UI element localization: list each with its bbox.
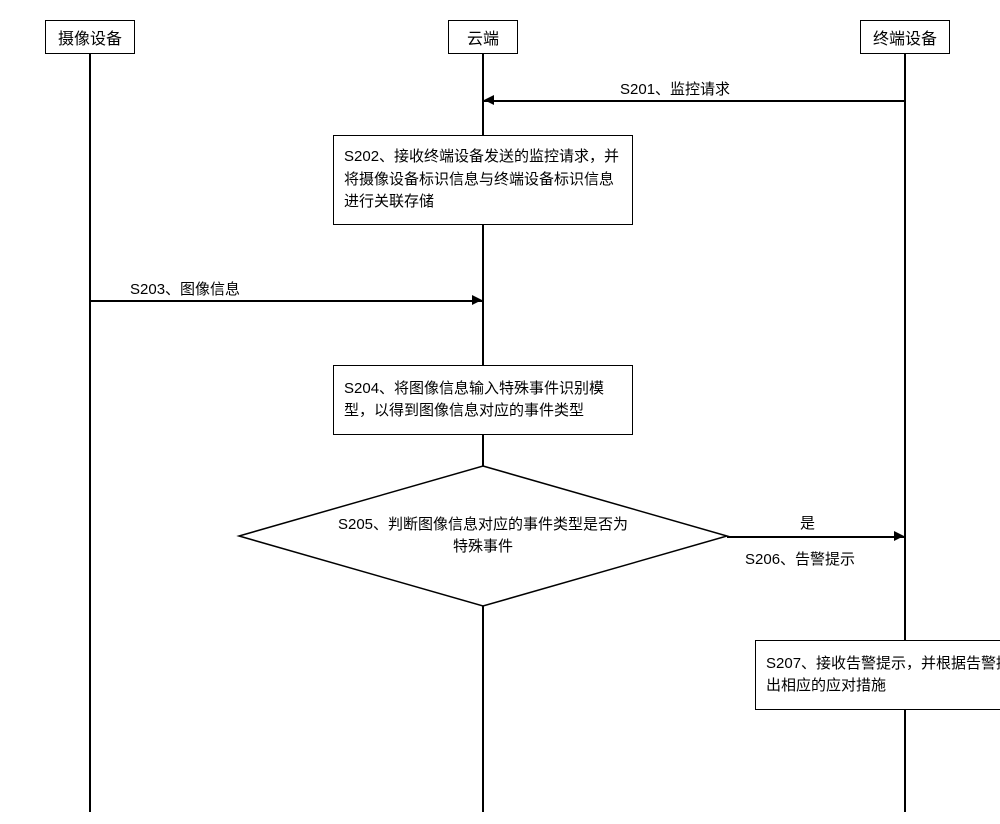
msg-s201-line: [484, 100, 904, 102]
msg-s203-label: S203、图像信息: [130, 278, 240, 299]
process-s202-text: S202、接收终端设备发送的监控请求，并将摄像设备标识信息与终端设备标识信息进行…: [344, 146, 622, 214]
process-s204: S204、将图像信息输入特殊事件识别模型，以得到图像信息对应的事件类型: [333, 365, 633, 435]
msg-s201-label: S201、监控请求: [620, 78, 730, 99]
process-s204-text: S204、将图像信息输入特殊事件识别模型，以得到图像信息对应的事件类型: [344, 378, 622, 423]
participant-camera: 摄像设备: [45, 20, 135, 54]
msg-s206-yes-label: 是: [800, 512, 815, 533]
msg-s206-arrow: [894, 531, 904, 541]
process-s207: S207、接收告警提示，并根据告警提示做出相应的应对措施: [755, 640, 1000, 710]
participant-terminal: 终端设备: [860, 20, 950, 54]
participant-camera-label: 摄像设备: [58, 25, 122, 49]
msg-s201-arrow: [484, 95, 494, 105]
process-s202: S202、接收终端设备发送的监控请求，并将摄像设备标识信息与终端设备标识信息进行…: [333, 135, 633, 225]
msg-s206-label: S206、告警提示: [745, 548, 855, 569]
lifeline-camera: [89, 54, 91, 812]
msg-s203-arrow: [472, 295, 482, 305]
decision-s205-label: S205、判断图像信息对应的事件类型是否为特殊事件: [333, 506, 633, 566]
process-s207-text: S207、接收告警提示，并根据告警提示做出相应的应对措施: [766, 653, 1000, 698]
participant-cloud-label: 云端: [467, 25, 499, 49]
msg-s206-line: [727, 536, 904, 538]
participant-terminal-label: 终端设备: [873, 25, 937, 49]
participant-cloud: 云端: [448, 20, 518, 54]
msg-s203-line: [90, 300, 482, 302]
